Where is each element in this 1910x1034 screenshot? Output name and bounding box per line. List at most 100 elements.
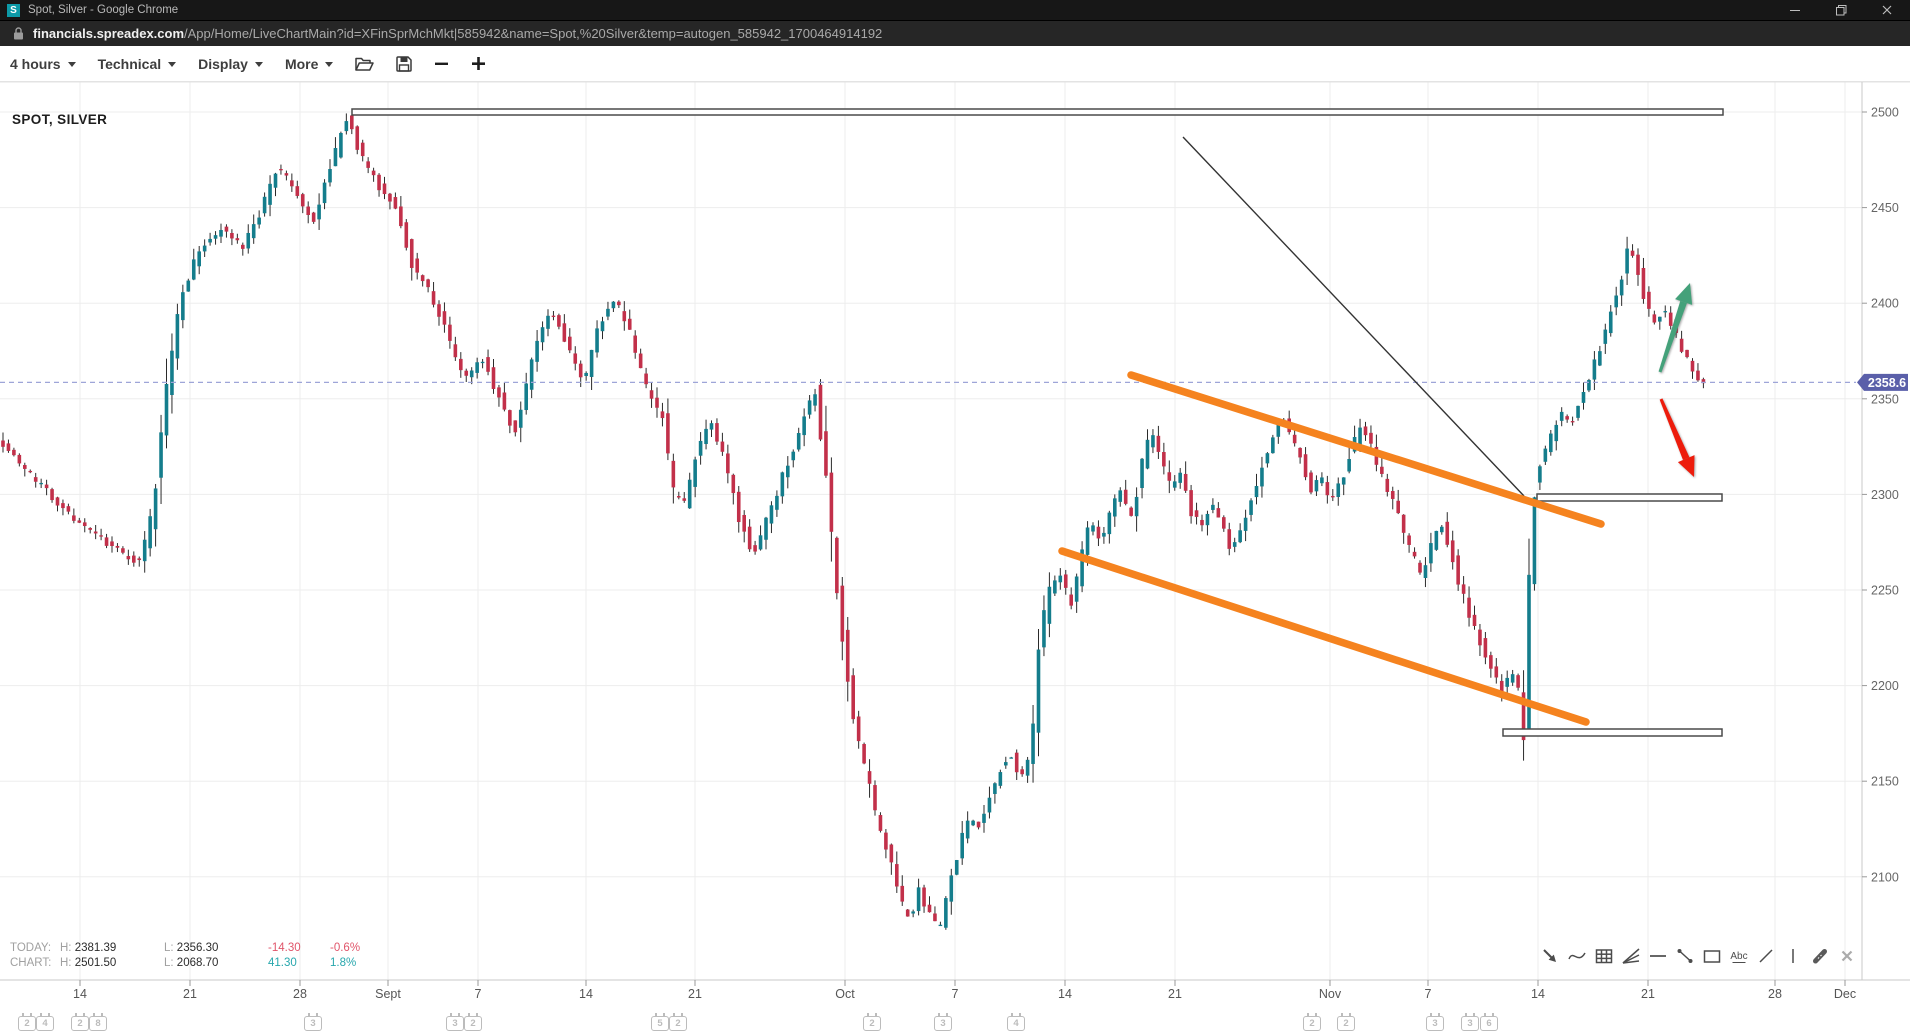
url-bar[interactable]: financials.spreadex.com/App/Home/LiveCha…: [0, 20, 1910, 46]
date-axis-label: 21: [1168, 987, 1182, 1001]
address-text: financials.spreadex.com/App/Home/LiveCha…: [33, 26, 882, 41]
level-box[interactable]: [1502, 728, 1723, 737]
price-axis-label: 2400: [1871, 297, 1899, 311]
calendar-event-icon[interactable]: 3: [446, 1013, 464, 1031]
chart-low-label: L:: [164, 957, 174, 969]
calendar-event-icon[interactable]: 4: [36, 1013, 54, 1031]
dropdown-display[interactable]: Display: [198, 56, 263, 72]
chevron-down-icon: [325, 62, 334, 67]
date-axis-label: Sept: [375, 987, 401, 1001]
calendar-event-icon[interactable]: 3: [934, 1013, 952, 1031]
restore-button[interactable]: [1818, 0, 1864, 20]
marker-tool[interactable]: [1809, 945, 1831, 967]
url-domain: financials.spreadex.com: [33, 26, 185, 41]
dropdown-4-hours[interactable]: 4 hours: [10, 56, 76, 72]
calendar-event-icon[interactable]: 2: [863, 1013, 881, 1031]
channel-line[interactable]: [1058, 547, 1590, 726]
horizontal-line-icon: [1650, 955, 1666, 957]
calendar-event-icon[interactable]: 2: [18, 1013, 36, 1031]
calendar-event-icon[interactable]: 2: [71, 1013, 89, 1031]
window-title: Spot, Silver - Google Chrome: [28, 4, 179, 16]
spreadex-favicon: S: [7, 3, 20, 17]
text-icon: Abc: [1730, 951, 1748, 963]
open-chart-button[interactable]: [355, 56, 375, 72]
pointer-tool[interactable]: [1539, 945, 1561, 967]
price-axis-label: 2500: [1871, 106, 1899, 120]
vertical-line-tool[interactable]: [1782, 945, 1804, 967]
level-box[interactable]: [1536, 493, 1723, 502]
date-axis-label: 14: [579, 987, 593, 1001]
down-arrow[interactable]: [1659, 398, 1695, 477]
annotations: [351, 108, 1724, 737]
price-axis-label: 2250: [1871, 584, 1899, 598]
dropdown-more[interactable]: More: [284, 55, 334, 72]
diagonal-line-tool[interactable]: [1755, 945, 1777, 967]
date-axis-label: 14: [73, 987, 87, 1001]
price-axis-label: 2150: [1871, 775, 1899, 789]
session-stats: TODAY: H: 2381.39 L: 2356.30 -14.30 -0.6% CH…: [10, 941, 360, 971]
today-change-pct: -0.6%: [330, 942, 361, 954]
fan-tool[interactable]: [1620, 945, 1642, 967]
calendar-event-icon[interactable]: 3: [1461, 1013, 1479, 1031]
text-tool[interactable]: Abc: [1728, 945, 1750, 967]
today-change: -14.30: [268, 942, 301, 954]
delete-tool[interactable]: [1836, 945, 1858, 967]
date-axis-label: 7: [1425, 987, 1432, 1001]
open-folder-icon: [355, 57, 375, 71]
zoom-in-icon: [472, 57, 486, 70]
calendar-event-icon[interactable]: 5: [651, 1013, 669, 1031]
calendar-event-icon[interactable]: 2: [1337, 1013, 1355, 1031]
calendar-event-icon[interactable]: 2: [464, 1013, 482, 1031]
chart-toolbar: 4 hours Technical Display More: [0, 46, 1910, 82]
today-high-value: 2381.39: [74, 942, 117, 954]
delete-icon: [1841, 950, 1853, 962]
calendar-event-icon[interactable]: 6: [1480, 1013, 1498, 1031]
close-icon: [1882, 5, 1892, 15]
calendar-event-icon[interactable]: 3: [304, 1013, 322, 1031]
rectangle-tool[interactable]: [1701, 945, 1723, 967]
dropdown-label: More: [284, 55, 319, 72]
trend-segment-tool[interactable]: [1674, 945, 1696, 967]
lock-icon: [14, 27, 23, 40]
save-chart-button[interactable]: [396, 55, 413, 72]
channel-line[interactable]: [1127, 371, 1605, 528]
calendar-event-icon[interactable]: 8: [89, 1013, 107, 1031]
calendar-event-icon[interactable]: 2: [1303, 1013, 1321, 1031]
close-button[interactable]: [1864, 0, 1910, 20]
date-axis-label: Nov: [1319, 987, 1342, 1001]
minimize-icon: [1790, 9, 1800, 11]
up-arrow[interactable]: [1658, 283, 1693, 373]
save-icon: [396, 55, 413, 72]
today-high-label: H:: [60, 942, 72, 954]
grid-tool[interactable]: [1593, 945, 1615, 967]
minimize-button[interactable]: [1772, 0, 1818, 20]
trendline[interactable]: [1182, 136, 1525, 497]
dropdown-label: 4 hours: [10, 55, 61, 72]
gridlines: [0, 81, 1910, 980]
zoom-out-icon: [435, 62, 449, 65]
drawing-toolbar: Abc: [1539, 945, 1858, 967]
calendar-event-icon[interactable]: 4: [1007, 1013, 1025, 1031]
dropdown-technical[interactable]: Technical: [98, 56, 177, 72]
level-box[interactable]: [351, 108, 1724, 116]
calendar-event-icon[interactable]: 3: [1426, 1013, 1444, 1031]
price-axis-label: 2300: [1871, 488, 1899, 502]
date-axis-label: 21: [688, 987, 702, 1001]
zoom-out-button[interactable]: [434, 56, 449, 71]
zoom-in-button[interactable]: [471, 56, 486, 71]
grid-icon: [1595, 949, 1613, 964]
chart-change-pct: 1.8%: [330, 957, 357, 969]
curve-tool[interactable]: [1566, 945, 1588, 967]
candlestick-series: [1, 113, 1706, 930]
price-axis-label: 2350: [1871, 392, 1899, 406]
date-axis-label: 7: [475, 987, 482, 1001]
calendar-event-icon[interactable]: 2: [669, 1013, 687, 1031]
chevron-down-icon: [67, 62, 76, 67]
chart-label: CHART:: [10, 957, 52, 969]
date-axis-label: 21: [183, 987, 197, 1001]
symbol-label: SPOT, SILVER: [12, 112, 108, 127]
date-axis-label: 14: [1058, 987, 1072, 1001]
chart-low-value: 2068.70: [176, 957, 219, 969]
horizontal-line-tool[interactable]: [1647, 945, 1669, 967]
